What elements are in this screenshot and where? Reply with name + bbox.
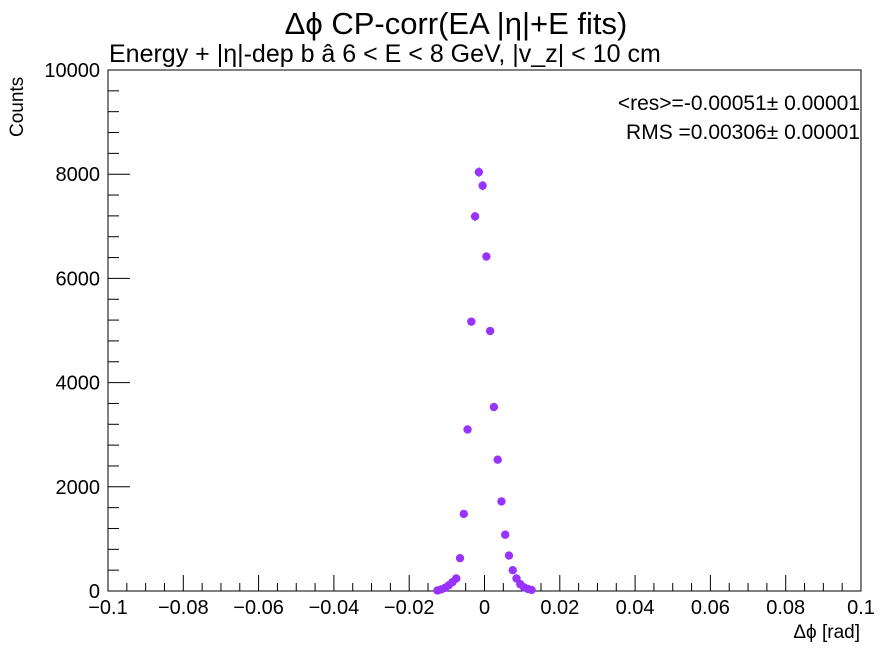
x-tick-label: 0.1 bbox=[847, 597, 875, 619]
x-tick-label: −0.04 bbox=[309, 597, 360, 619]
data-point bbox=[452, 574, 461, 583]
stats-mean: <res>=-0.00051± 0.00001 bbox=[618, 92, 860, 115]
y-tick-label: 2000 bbox=[56, 477, 101, 499]
data-point bbox=[474, 167, 484, 177]
y-axis-label: Counts bbox=[7, 77, 28, 137]
chart-title: Δϕ CP-corr(EA |η|+E fits) bbox=[285, 6, 628, 41]
data-point bbox=[455, 553, 465, 563]
data-point bbox=[501, 530, 510, 539]
y-tick-label: 0 bbox=[89, 581, 100, 603]
x-tick-label: −0.06 bbox=[233, 597, 284, 619]
data-point bbox=[489, 402, 499, 412]
stats-rms: RMS =0.00306± 0.00001 bbox=[626, 121, 860, 144]
y-tick-labels: 0 2000 4000 6000 8000 10000 bbox=[44, 60, 100, 603]
y-tick-label: 6000 bbox=[56, 268, 101, 290]
y-tick-label: 10000 bbox=[44, 60, 100, 82]
data-point bbox=[470, 212, 480, 221]
data-point bbox=[463, 425, 472, 434]
data-point bbox=[508, 565, 517, 575]
x-tick-label: −0.1 bbox=[88, 597, 127, 619]
x-tick-label: 0 bbox=[479, 597, 490, 619]
data-point bbox=[504, 551, 514, 560]
x-tick-label: −0.08 bbox=[158, 597, 209, 619]
data-points bbox=[433, 167, 536, 595]
x-tick-label: −0.02 bbox=[384, 597, 435, 619]
x-tick-label: 0.02 bbox=[540, 597, 579, 619]
x-tick-label: 0.04 bbox=[616, 597, 655, 619]
y-tick-label: 4000 bbox=[56, 373, 101, 395]
axis-ticks bbox=[107, 69, 862, 592]
data-point bbox=[485, 326, 495, 336]
chart-subtitle: Energy + |η|-dep b â 6 < E < 8 GeV, |v_z… bbox=[109, 40, 661, 68]
data-point bbox=[478, 181, 487, 190]
x-tick-labels: −0.1 −0.08 −0.06 −0.04 −0.02 0 0.02 0.04 0.06 0.0… bbox=[88, 597, 875, 619]
plot-frame bbox=[107, 69, 862, 592]
data-point bbox=[482, 252, 491, 261]
data-point bbox=[497, 497, 506, 506]
data-point bbox=[493, 455, 502, 464]
data-point bbox=[527, 585, 536, 595]
x-tick-label: 0.08 bbox=[766, 597, 805, 619]
y-tick-label: 8000 bbox=[56, 164, 101, 186]
data-point bbox=[467, 317, 476, 326]
x-tick-label: 0.06 bbox=[691, 597, 730, 619]
x-axis-label: Δϕ [rad] bbox=[793, 622, 860, 643]
data-point bbox=[459, 509, 468, 519]
